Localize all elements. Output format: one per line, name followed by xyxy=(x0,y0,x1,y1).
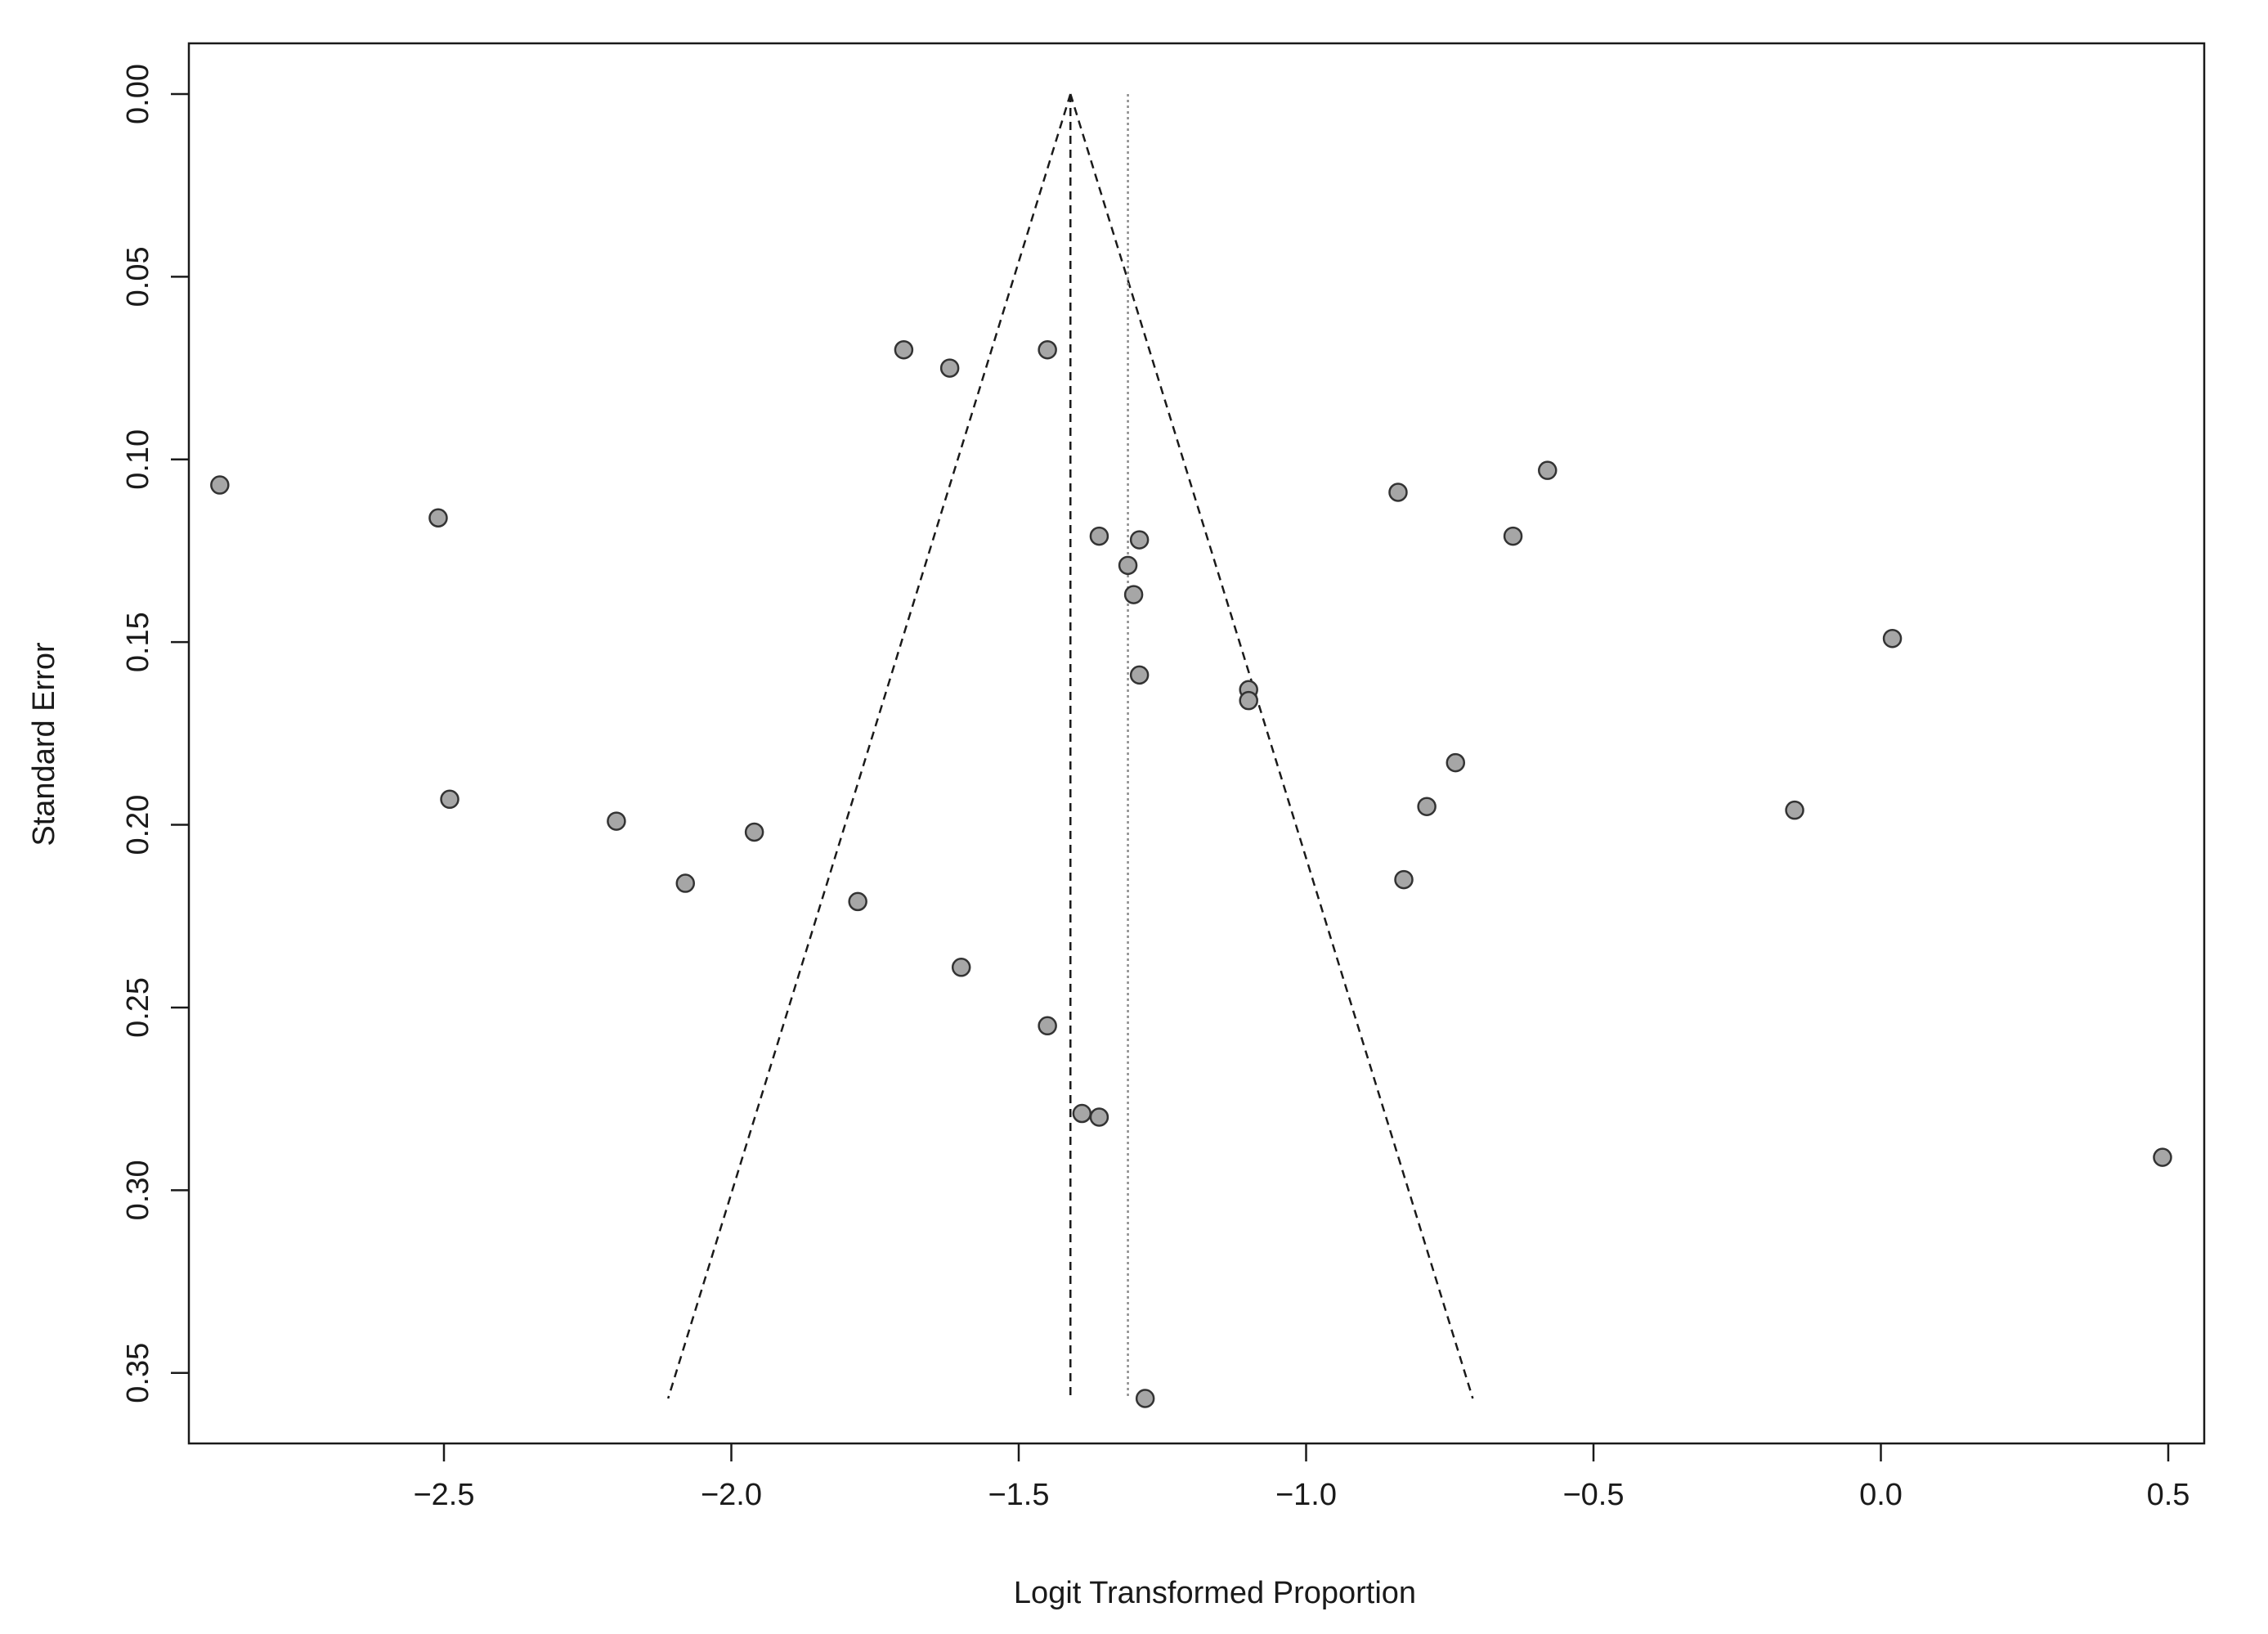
data-point xyxy=(1503,526,1523,546)
data-point xyxy=(1388,483,1408,502)
y-tick-label: 0.35 xyxy=(121,1343,155,1403)
funnel-left-line xyxy=(666,93,1072,1399)
data-point xyxy=(1089,1107,1109,1127)
data-point xyxy=(2153,1147,2172,1167)
data-point xyxy=(1446,752,1466,773)
data-point xyxy=(1135,1389,1155,1408)
data-point xyxy=(1239,690,1258,711)
x-tick-label: −2.0 xyxy=(701,1478,762,1512)
y-tick-label: 0.30 xyxy=(121,1160,155,1220)
x-tick-label: −1.5 xyxy=(988,1478,1049,1512)
y-axis: 0.00 0.05 0.10 0.15 0.20 0.25 0.30 0.35 xyxy=(121,64,189,1403)
y-tick-label: 0.20 xyxy=(121,795,155,855)
plot-frame xyxy=(187,42,2206,1445)
funnel-right-line xyxy=(1069,93,1474,1399)
x-tick-label: 0.5 xyxy=(2147,1478,2190,1512)
y-axis-title: Standard Error xyxy=(27,642,61,846)
data-point xyxy=(1129,665,1150,685)
data-point xyxy=(951,958,971,977)
data-point xyxy=(894,339,914,360)
data-point xyxy=(675,873,696,893)
data-points xyxy=(210,339,2172,1408)
x-axis-title: Logit Transformed Proportion xyxy=(1014,1576,1416,1610)
data-point xyxy=(1038,339,1057,360)
data-point xyxy=(1394,869,1414,890)
data-point xyxy=(1882,628,1903,649)
data-point xyxy=(1129,530,1150,550)
data-point xyxy=(1038,1016,1057,1036)
data-point xyxy=(1089,526,1109,546)
x-tick-label: −2.5 xyxy=(413,1478,474,1512)
x-tick-label: 0.0 xyxy=(1859,1478,1903,1512)
data-point xyxy=(428,508,448,528)
data-point xyxy=(1538,460,1558,480)
data-point xyxy=(939,358,960,378)
y-tick-label: 0.00 xyxy=(121,64,155,124)
data-point xyxy=(1123,585,1144,604)
data-point xyxy=(1118,555,1138,576)
y-tick-label: 0.10 xyxy=(121,429,155,490)
data-point xyxy=(210,475,230,495)
x-tick-label: −1.0 xyxy=(1275,1478,1337,1512)
x-axis: −2.5 −2.0 −1.5 −1.0 −0.5 0.0 0.5 xyxy=(413,1443,2190,1512)
data-point xyxy=(1785,800,1804,820)
data-point xyxy=(607,811,626,831)
data-point xyxy=(440,789,459,810)
data-point xyxy=(1417,797,1437,816)
x-tick-label: −0.5 xyxy=(1562,1478,1624,1512)
y-tick-label: 0.25 xyxy=(121,977,155,1038)
data-point xyxy=(848,891,867,912)
data-point xyxy=(1072,1103,1092,1124)
funnel-lines xyxy=(666,93,1474,1399)
data-point xyxy=(744,822,764,842)
y-tick-label: 0.15 xyxy=(121,612,155,672)
y-tick-label: 0.05 xyxy=(121,246,155,307)
